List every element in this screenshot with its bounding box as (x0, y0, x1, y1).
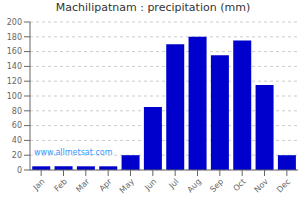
html-text:www.allmetsat.com: www.allmetsat.com (34, 148, 113, 157)
svg-text:60: 60 (12, 121, 22, 130)
svg-text:Jan: Jan (31, 177, 47, 193)
svg-text:180: 180 (8, 33, 22, 42)
svg-text:40: 40 (12, 136, 22, 145)
svg-text:Jun: Jun (142, 177, 158, 193)
svg-text:140: 140 (8, 62, 22, 71)
svg-text:May: May (118, 177, 136, 195)
svg-text:200: 200 (8, 18, 22, 27)
svg-text:Sep: Sep (208, 177, 225, 194)
svg-text:160: 160 (8, 47, 22, 56)
svg-text:20: 20 (12, 151, 22, 160)
svg-text:Feb: Feb (53, 177, 69, 193)
svg-text:Jul: Jul (167, 177, 181, 191)
html-text:Machilipatnam : precipitation: Machilipatnam : precipitation (mm) (55, 1, 251, 14)
svg-text:Apr: Apr (97, 177, 114, 194)
svg-text:120: 120 (8, 77, 22, 86)
svg-text:Dec: Dec (275, 177, 292, 194)
svg-text:100: 100 (8, 92, 22, 101)
svg-text:80: 80 (12, 107, 22, 116)
svg-text:Aug: Aug (186, 177, 203, 194)
svg-text:Mar: Mar (74, 177, 92, 195)
svg-text:0: 0 (17, 166, 22, 175)
svg-text:Nov: Nov (253, 177, 271, 195)
svg-text:Oct: Oct (231, 177, 247, 193)
